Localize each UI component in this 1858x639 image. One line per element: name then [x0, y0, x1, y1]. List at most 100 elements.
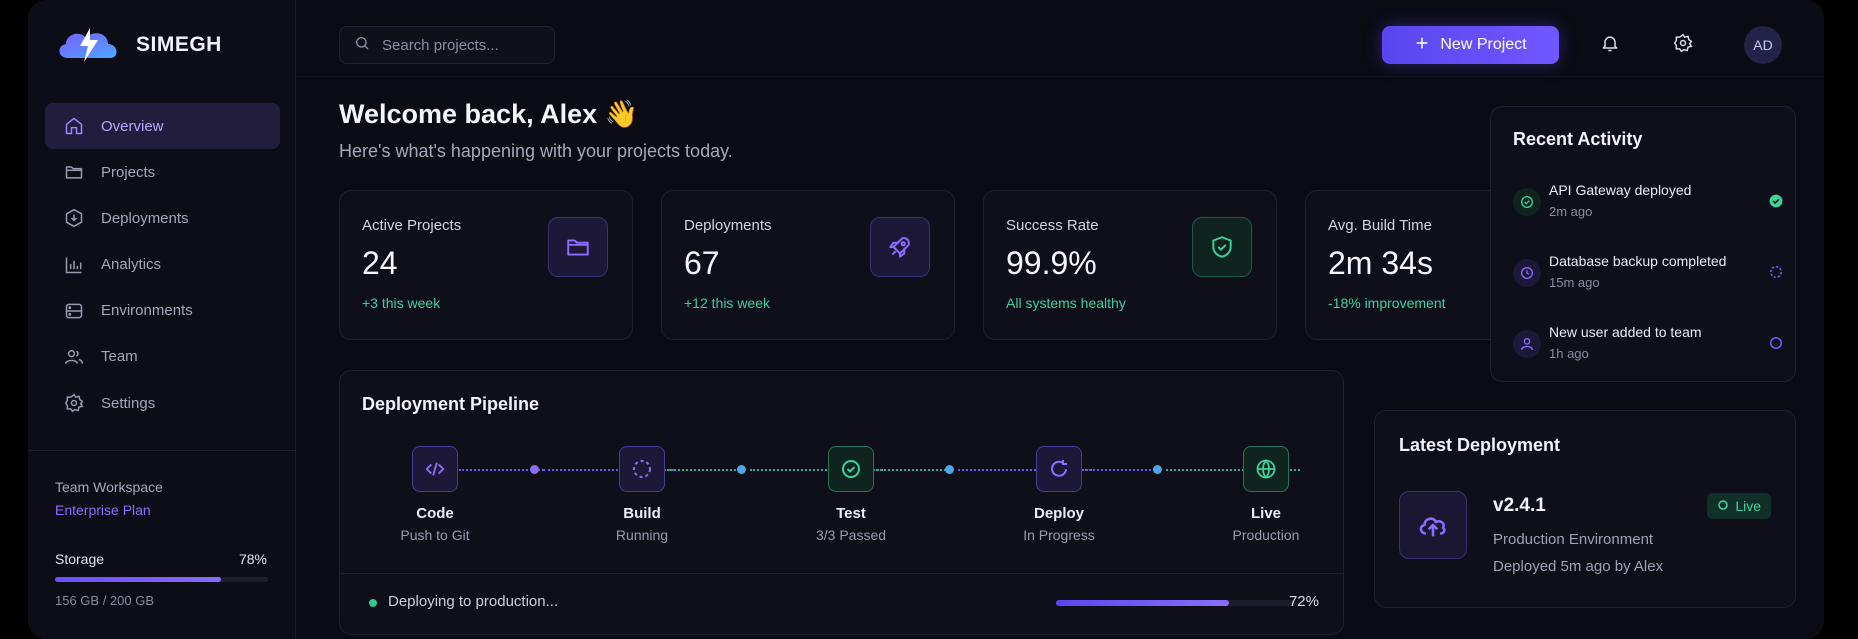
activity-item[interactable]: Database backup completed 15m ago — [1513, 253, 1783, 299]
app-window: SIMEGH Overview Projects Deployments — [28, 0, 1824, 639]
notifications-button[interactable] — [1595, 30, 1625, 60]
sidebar-item-label: Projects — [101, 163, 156, 181]
sidebar-item-label: Analytics — [101, 256, 162, 274]
search-icon — [354, 35, 370, 56]
storage-percent: 78% — [238, 551, 267, 567]
sidebar-item-settings[interactable]: Settings — [45, 380, 280, 426]
activity-item-title: New user added to team — [1549, 324, 1702, 340]
pipeline-node-dot — [1153, 465, 1162, 474]
gear-icon — [63, 392, 85, 414]
stat-card-build-time[interactable]: Avg. Build Time 2m 34s -18% improvement — [1305, 190, 1505, 340]
pipeline-progress-percent: 72% — [1288, 593, 1319, 610]
stat-delta: +12 this week — [684, 295, 770, 311]
activity-item[interactable]: API Gateway deployed 2m ago — [1513, 182, 1783, 228]
pipeline-stage-deploy[interactable]: Deploy In Progress — [989, 446, 1129, 543]
pipeline-title: Deployment Pipeline — [362, 394, 540, 414]
sidebar-item-environments[interactable]: Environments — [45, 288, 280, 334]
activity-title: Recent Activity — [1513, 129, 1643, 149]
stage-status: 3/3 Passed — [815, 527, 887, 543]
stat-card-deployments[interactable]: Deployments 67 +12 this week — [661, 190, 955, 340]
deployment-pipeline-panel: Deployment Pipeline Code Push to Git Bui… — [339, 370, 1344, 635]
globe-icon — [1243, 446, 1289, 492]
stage-name: Test — [836, 505, 866, 522]
status-indicator-dot — [369, 599, 377, 607]
pipeline-connector — [876, 469, 946, 471]
stat-label: Deployments — [684, 217, 772, 234]
latest-deployment-title: Latest Deployment — [1399, 435, 1561, 455]
stage-name: Code — [416, 505, 454, 522]
brand-name: SIMEGH — [136, 33, 222, 56]
pipeline-progress-fill — [1056, 600, 1229, 606]
stat-delta: -18% improvement — [1328, 295, 1446, 311]
pipeline-stage-test[interactable]: Test 3/3 Passed — [781, 446, 921, 543]
storage-size: 156 GB / 200 GB — [55, 593, 155, 608]
settings-button[interactable] — [1668, 30, 1698, 60]
folder-icon — [63, 161, 85, 183]
cloud-bolt-logo-icon — [59, 28, 117, 62]
stage-name: Live — [1250, 505, 1281, 522]
latest-deployment-panel[interactable]: Latest Deployment v2.4.1 Production Envi… — [1374, 410, 1796, 608]
sidebar-item-analytics[interactable]: Analytics — [45, 242, 280, 288]
live-signal-icon — [1717, 498, 1729, 514]
sidebar-item-overview[interactable]: Overview — [45, 103, 280, 149]
pipeline-connector — [958, 469, 1092, 471]
workspace-label: Team Workspace — [55, 479, 163, 495]
activity-item-title: API Gateway deployed — [1549, 182, 1692, 198]
status-badge-label: Live — [1735, 498, 1761, 514]
sidebar-nav: Overview Projects Deployments Analytics — [45, 103, 280, 426]
clock-icon — [1513, 259, 1541, 287]
pipeline-stage-live[interactable]: Live Production — [1196, 446, 1336, 543]
check-circle-icon — [1513, 188, 1541, 216]
search-input[interactable] — [382, 36, 542, 54]
pipeline-progress-bar — [1056, 600, 1296, 606]
pipeline-connector — [667, 469, 740, 471]
sidebar-item-deployments[interactable]: Deployments — [45, 195, 280, 241]
status-badge: Live — [1707, 493, 1771, 519]
sidebar-item-projects[interactable]: Projects — [45, 149, 280, 195]
sidebar-item-label: Deployments — [101, 209, 189, 227]
pipeline-connector — [1085, 469, 1155, 471]
pipeline-connector — [750, 469, 883, 471]
pipeline-node-dot — [530, 465, 539, 474]
pending-status-icon — [1767, 334, 1785, 352]
stage-status: In Progress — [1023, 527, 1095, 543]
stat-value: 2m 34s — [1328, 245, 1433, 281]
code-icon — [412, 446, 458, 492]
recent-activity-panel: Recent Activity API Gateway deployed 2m … — [1490, 106, 1796, 382]
search-box — [339, 26, 555, 64]
pending-status-icon — [1767, 263, 1785, 281]
stat-card-success-rate[interactable]: Success Rate 99.9% All systems healthy — [983, 190, 1277, 340]
stat-card-active-projects[interactable]: Active Projects 24 +3 this week — [339, 190, 633, 340]
brand-logo[interactable]: SIMEGH — [54, 24, 222, 66]
pipeline-connector — [543, 469, 674, 471]
server-icon — [63, 300, 85, 322]
completed-status-icon — [1767, 192, 1785, 210]
deployment-meta: Deployed 5m ago by Alex — [1493, 558, 1664, 575]
pipeline-node-dot — [945, 465, 954, 474]
activity-item[interactable]: New user added to team 1h ago — [1513, 324, 1783, 370]
stat-label: Active Projects — [362, 217, 462, 234]
check-circle-icon — [828, 446, 874, 492]
shield-check-icon — [1192, 217, 1252, 277]
pipeline-stage-build[interactable]: Build Running — [572, 446, 712, 543]
stat-delta: +3 this week — [362, 295, 441, 311]
sidebar-item-team[interactable]: Team — [45, 334, 280, 380]
page-title: Welcome back, Alex 👋 — [339, 99, 639, 129]
deployment-environment: Production Environment — [1493, 531, 1654, 548]
stat-label: Avg. Build Time — [1328, 217, 1432, 234]
deployment-version: v2.4.1 — [1493, 495, 1546, 516]
stat-value: 24 — [362, 245, 398, 281]
sidebar: SIMEGH Overview Projects Deployments — [28, 0, 296, 639]
users-icon — [63, 346, 85, 368]
pipeline-stage-code[interactable]: Code Push to Git — [365, 446, 505, 543]
new-project-button[interactable]: New Project — [1382, 26, 1559, 64]
plus-icon — [1414, 35, 1430, 56]
rocket-icon — [870, 217, 930, 277]
sidebar-item-label: Team — [101, 348, 138, 366]
avatar[interactable]: AD — [1744, 26, 1782, 64]
stage-name: Deploy — [1033, 505, 1084, 522]
workspace-plan[interactable]: Enterprise Plan — [55, 502, 151, 518]
stage-status: Production — [1232, 527, 1300, 543]
sidebar-item-label: Overview — [101, 117, 164, 135]
activity-item-title: Database backup completed — [1549, 253, 1727, 269]
